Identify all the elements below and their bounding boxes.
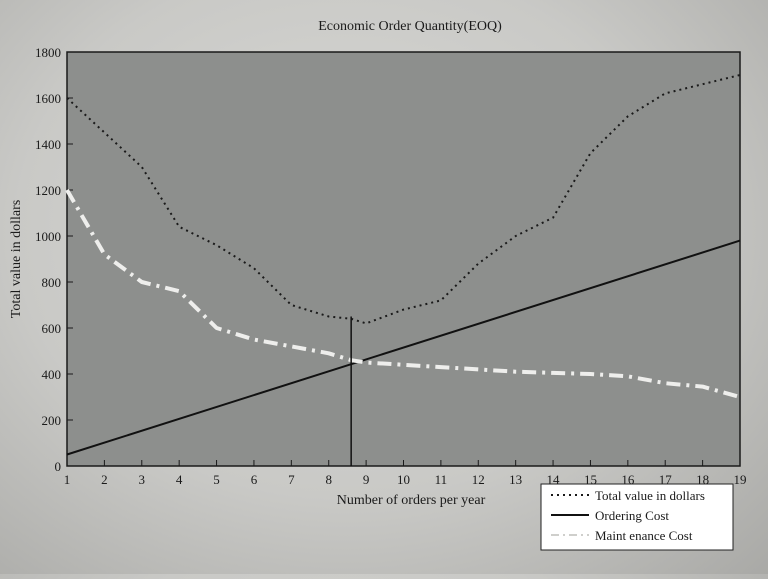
legend: Total value in dollars Ordering Cost Maint…: [540, 483, 734, 551]
x-tick-label: 2: [101, 472, 108, 487]
x-axis: 1 2 3 4 5 6 7 8 9 10 11 12 13 14 15 16 17 18 19: [64, 460, 747, 487]
series-line-ordering-cost: [66, 239, 741, 456]
y-tick-label: 1800: [35, 45, 61, 60]
y-tick-label: 1200: [35, 183, 61, 198]
x-tick-label: 19: [734, 472, 747, 487]
y-axis: 0 200 400 600 800 1000 1200 1400 1600 1800: [35, 45, 73, 474]
x-tick-label: 13: [509, 472, 522, 487]
y-axis-label: Total value in dollars: [9, 200, 24, 318]
y-tick-label: 600: [42, 321, 62, 336]
y-tick-label: 1600: [35, 91, 61, 106]
y-tick-label: 1000: [35, 229, 61, 244]
x-tick-label: 1: [64, 472, 71, 487]
x-tick-label: 12: [472, 472, 485, 487]
x-tick-label: 10: [397, 472, 410, 487]
x-tick-label: 5: [213, 472, 220, 487]
x-tick-label: 14: [547, 472, 561, 487]
legend-label: Ordering Cost: [595, 508, 669, 523]
x-tick-label: 18: [696, 472, 709, 487]
y-tick-label: 0: [55, 459, 62, 474]
legend-label: Total value in dollars: [595, 488, 705, 503]
x-tick-label: 15: [584, 472, 597, 487]
x-axis-label: Number of orders per year: [337, 493, 486, 508]
y-tick-label: 400: [42, 367, 62, 382]
x-tick-label: 6: [251, 472, 258, 487]
series-line-maint-enance-cost: [65, 188, 741, 399]
x-tick-label: 4: [176, 472, 183, 487]
y-tick-label: 1400: [35, 137, 61, 152]
legend-box: [540, 483, 734, 551]
legend-label: Maint enance Cost: [595, 528, 693, 543]
x-tick-label: 16: [621, 472, 635, 487]
plot-area: [66, 51, 741, 467]
x-tick-label: 8: [325, 472, 332, 487]
y-tick-label: 200: [42, 413, 62, 428]
x-tick-label: 11: [435, 472, 448, 487]
x-tick-label: 9: [363, 472, 370, 487]
x-tick-label: 3: [139, 472, 146, 487]
y-tick-label: 800: [42, 275, 62, 290]
x-tick-label: 17: [659, 472, 673, 487]
x-tick-label: 7: [288, 472, 295, 487]
chart-title: Economic Order Quantity(EOQ): [318, 19, 502, 34]
series-layer: [65, 74, 741, 466]
